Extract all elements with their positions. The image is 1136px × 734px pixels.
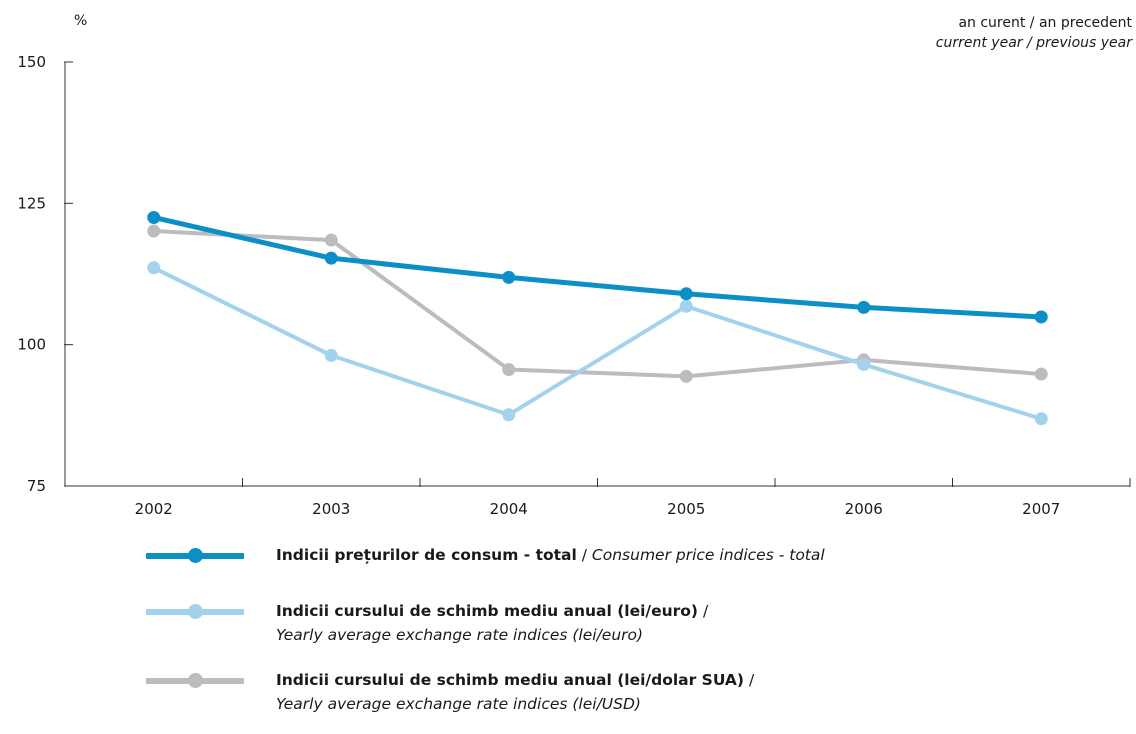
legend-label-cpi-en: Consumer price indices - total bbox=[591, 546, 825, 564]
legend-label-euro-ro: Indicii cursului de schimb mediu anual (… bbox=[276, 602, 699, 620]
series-line-0 bbox=[151, 214, 1044, 320]
x-tick-label: 2007 bbox=[1022, 500, 1060, 518]
y-tick-label: 100 bbox=[17, 336, 46, 354]
x-tick-label: 2004 bbox=[490, 500, 528, 518]
series-1-point bbox=[147, 261, 161, 275]
series-2-point bbox=[679, 369, 693, 383]
legend-label-euro-en: Yearly average exchange rate indices (le… bbox=[276, 626, 644, 644]
chart-legend: Indicii prețurilor de consum - total / C… bbox=[146, 540, 1126, 734]
series-line-1 bbox=[151, 265, 1044, 421]
legend-item-cpi: Indicii prețurilor de consum - total / C… bbox=[146, 540, 1126, 570]
legend-item-euro: Indicii cursului de schimb mediu anual (… bbox=[146, 596, 1126, 644]
series-2-point bbox=[502, 363, 516, 377]
series-0-point bbox=[1034, 310, 1048, 324]
x-tick-label: 2005 bbox=[667, 500, 705, 518]
series-0-point bbox=[502, 270, 516, 284]
series-0-point bbox=[324, 251, 338, 265]
series-0-point bbox=[147, 210, 161, 224]
y-tick-label: 75 bbox=[27, 477, 46, 495]
legend-swatch-cpi bbox=[146, 548, 244, 563]
series-2-point bbox=[147, 224, 161, 238]
legend-label-cpi-ro: Indicii prețurilor de consum - total bbox=[276, 546, 577, 564]
series-1-point bbox=[1034, 412, 1048, 426]
line-chart: 75 100 125 150 2002 2003 2004 2005 2006 2007 bbox=[17, 53, 1131, 518]
series-2-point bbox=[324, 233, 338, 247]
ratio-note-ro: an curent / an precedent bbox=[958, 15, 1132, 31]
series-1-point bbox=[324, 348, 338, 362]
y-axis-unit-label: % bbox=[74, 13, 88, 29]
series-0-point bbox=[857, 300, 871, 314]
series-0-point bbox=[679, 287, 693, 301]
series-1-point bbox=[502, 408, 516, 422]
ratio-note-en: current year / previous year bbox=[935, 35, 1132, 51]
series-2-point bbox=[1034, 367, 1048, 381]
y-tick-label: 150 bbox=[17, 53, 46, 71]
y-tick-label: 125 bbox=[17, 194, 46, 212]
legend-swatch-euro bbox=[146, 604, 244, 619]
legend-swatch-usd bbox=[146, 673, 244, 688]
x-tick-label: 2003 bbox=[312, 500, 350, 518]
series-line-2 bbox=[151, 229, 1044, 379]
legend-label-usd-en: Yearly average exchange rate indices (le… bbox=[276, 695, 641, 713]
legend-label-usd-ro: Indicii cursului de schimb mediu anual (… bbox=[276, 671, 745, 689]
x-tick-label: 2006 bbox=[845, 500, 883, 518]
series-1-point bbox=[679, 299, 693, 313]
x-tick-label: 2002 bbox=[135, 500, 173, 518]
ratio-note: an curent / an precedent current year / … bbox=[936, 13, 1132, 53]
series-1-point bbox=[857, 357, 871, 371]
legend-item-usd: Indicii cursului de schimb mediu anual (… bbox=[146, 665, 1126, 713]
